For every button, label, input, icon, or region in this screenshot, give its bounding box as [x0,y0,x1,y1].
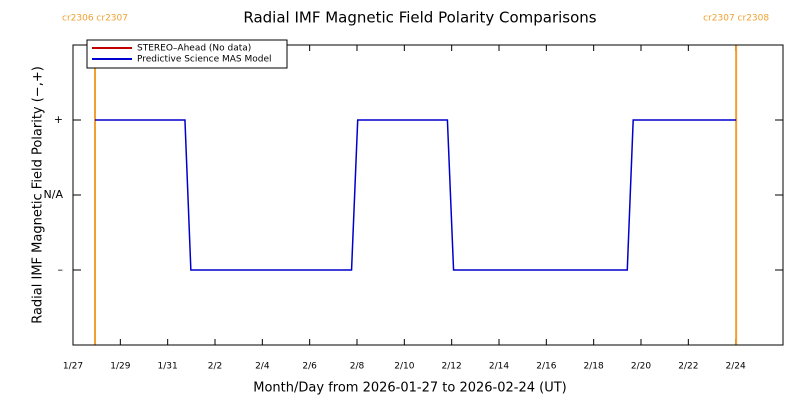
x-tick-label: 2/10 [394,362,414,372]
y-tick-label: + [54,113,63,126]
x-tick-label: 2/16 [536,362,556,372]
legend-label: Predictive Science MAS Model [137,55,272,65]
x-tick-label: 2/12 [442,362,462,372]
x-tick-label: 2/22 [678,362,698,372]
legend-label: STEREO–Ahead (No data) [137,44,251,54]
rotation-label: cr2307 cr2308 [703,14,769,24]
y-tick-label: – [58,263,64,276]
plot-frame [72,44,784,346]
x-tick-label: 2/18 [584,362,604,372]
x-tick-label: 2/14 [489,362,509,372]
x-tick-label: 2/4 [255,362,270,372]
y-tick-label: N/A [44,188,64,201]
x-tick-label: 2/8 [350,362,365,372]
x-tick-label: 2/24 [726,362,746,372]
chart-title: Radial IMF Magnetic Field Polarity Compa… [243,9,596,27]
x-tick-label: 1/27 [63,362,83,372]
x-tick-label: 2/20 [631,362,651,372]
x-axis-label: Month/Day from 2026-01-27 to 2026-02-24 … [253,381,566,396]
y-axis-label: Radial IMF Magnetic Field Polarity (−,+) [31,66,46,324]
x-tick-label: 1/31 [158,362,178,372]
x-tick-label: 2/2 [208,362,222,372]
rotation-label: cr2306 cr2307 [62,14,128,24]
x-tick-label: 2/6 [302,362,317,372]
series-line [95,119,737,271]
x-tick-label: 1/29 [110,362,130,372]
legend-box [86,39,288,69]
